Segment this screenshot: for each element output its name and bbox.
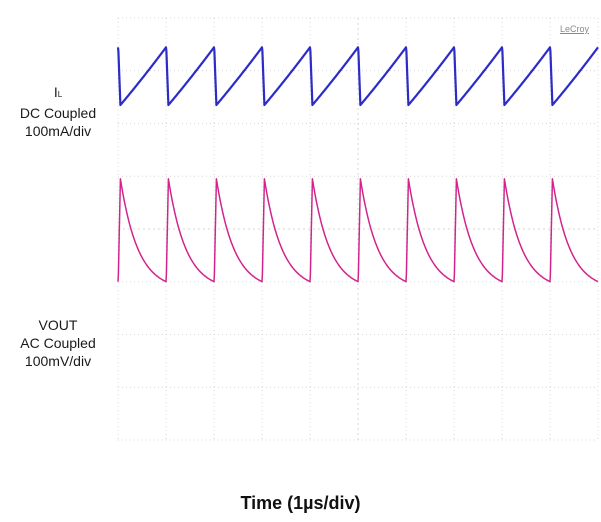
- channel-1-label: IL DC Coupled 100mA/div: [0, 83, 116, 140]
- channel-2-scale: 100mV/div: [24, 353, 92, 369]
- trace-channel-2: [117, 178, 599, 283]
- brand-logo: LeCroy: [560, 24, 590, 34]
- channel-1-name-main: I: [53, 84, 58, 100]
- x-axis-label: Time (1µs/div): [240, 493, 361, 513]
- traces: [116, 46, 599, 283]
- trace-channel-1: [116, 46, 599, 107]
- channel-2-coupling: AC Coupled: [20, 335, 96, 351]
- channel-2-name: VOUT: [38, 317, 78, 333]
- channel-1-scale: 100mA/div: [24, 123, 92, 139]
- channel-1-name: IL: [0, 83, 116, 104]
- channel-1-coupling: DC Coupled: [19, 105, 97, 121]
- channel-2-label: VOUT AC Coupled 100mV/div: [0, 316, 116, 370]
- grid: [117, 17, 599, 441]
- channel-1-name-sub: L: [57, 90, 63, 99]
